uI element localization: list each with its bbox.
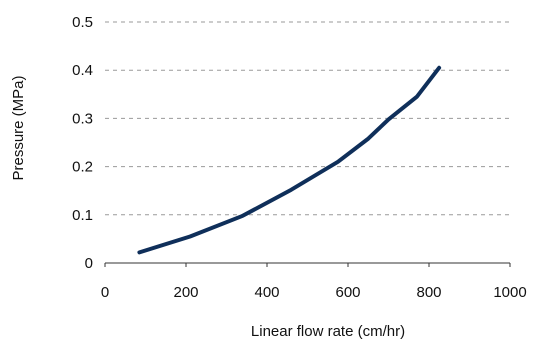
gridlines [105, 21, 510, 216]
x-tick-label: 0 [101, 284, 109, 301]
x-tick-label: 600 [335, 284, 360, 301]
y-tick-label: 0 [85, 255, 93, 272]
y-tick-label: 0.3 [72, 110, 93, 127]
y-tick-label: 0.5 [72, 14, 93, 31]
y-tick-label: 0.2 [72, 159, 93, 176]
y-tick-label: 0.1 [72, 207, 93, 224]
x-axis-title: Linear flow rate (cm/hr) [251, 323, 405, 340]
x-tick-label: 200 [173, 284, 198, 301]
y-tick-label: 0.4 [72, 62, 93, 79]
series-group [137, 65, 442, 255]
y-axis-title: Pressure (MPa) [10, 75, 27, 180]
y-tick-labels: 0 0.1 0.2 0.3 0.4 0.5 [72, 14, 93, 272]
axes [104, 262, 511, 267]
x-tick-label: 400 [254, 284, 279, 301]
x-tick-label: 1000 [493, 284, 526, 301]
x-tick-label: 800 [416, 284, 441, 301]
x-tick-labels: 0 200 400 600 800 1000 [101, 284, 527, 301]
series-line [137, 65, 442, 255]
